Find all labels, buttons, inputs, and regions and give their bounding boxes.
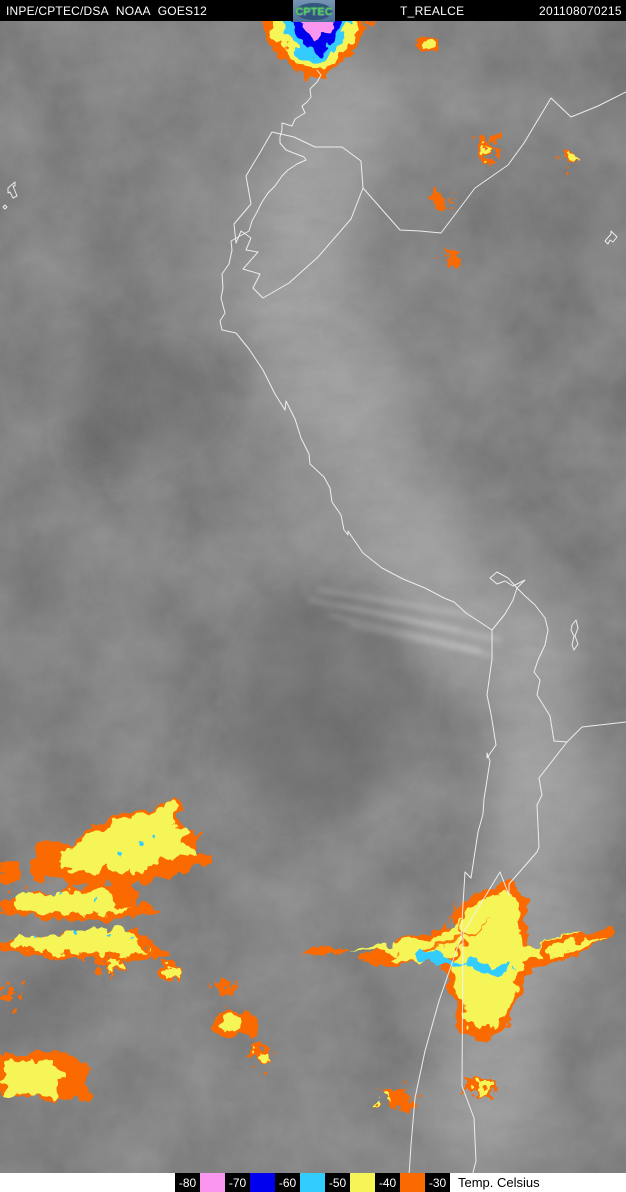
svg-text:CPTEC: CPTEC — [295, 6, 332, 18]
